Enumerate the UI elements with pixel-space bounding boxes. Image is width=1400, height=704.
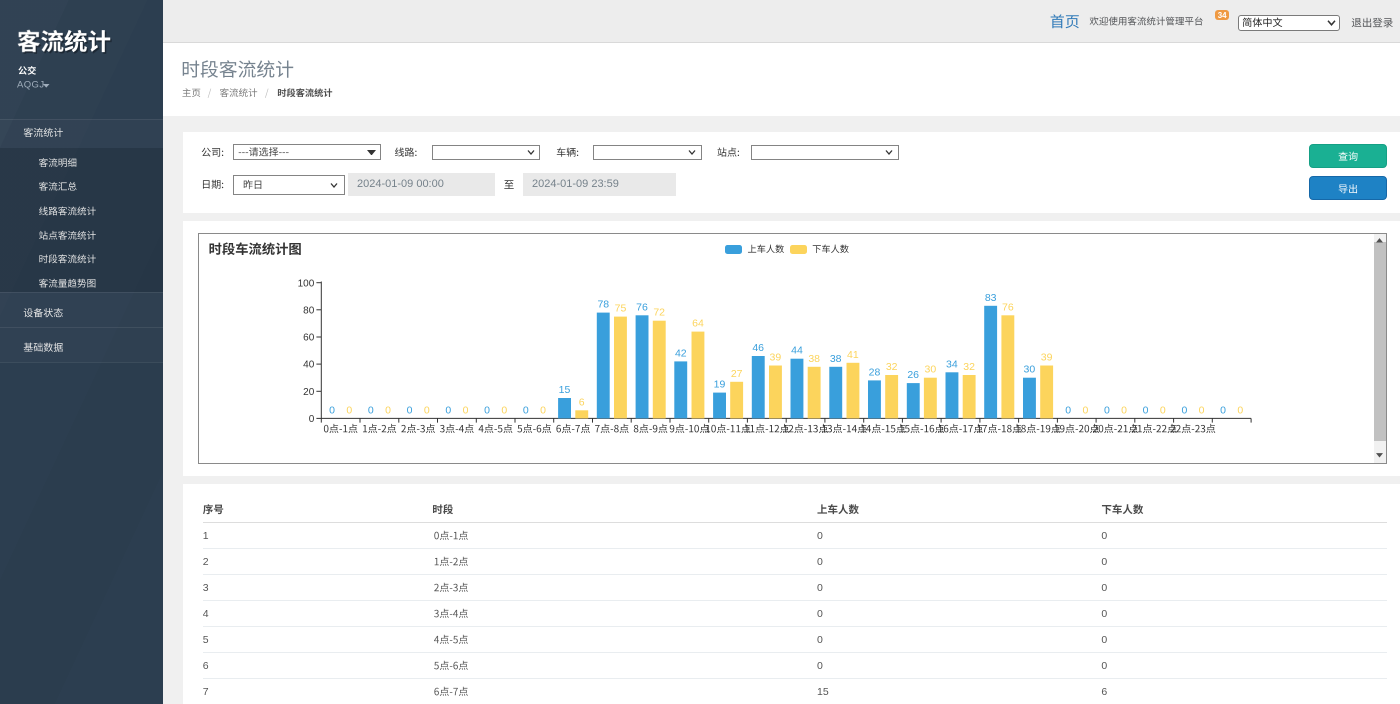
svg-text:0: 0 <box>346 404 352 416</box>
svg-text:0: 0 <box>1082 404 1088 416</box>
svg-text:28: 28 <box>869 366 881 378</box>
svg-text:0: 0 <box>463 404 469 416</box>
svg-text:2: 2 <box>203 556 209 568</box>
svg-text:0: 0 <box>817 608 823 620</box>
svg-text:38: 38 <box>830 353 842 365</box>
svg-text:32: 32 <box>963 361 975 373</box>
svg-text:0: 0 <box>1101 530 1107 542</box>
svg-text:30: 30 <box>925 364 937 376</box>
svg-text:0: 0 <box>1101 556 1107 568</box>
svg-text:0: 0 <box>407 404 413 416</box>
svg-text:60: 60 <box>303 333 315 344</box>
svg-text:0: 0 <box>445 404 451 416</box>
svg-text:0: 0 <box>1121 404 1127 416</box>
svg-text:0: 0 <box>309 414 315 425</box>
svg-text:0: 0 <box>385 404 391 416</box>
svg-text:34: 34 <box>1218 11 1227 20</box>
svg-text:0: 0 <box>1065 404 1071 416</box>
svg-text:0: 0 <box>1237 404 1243 416</box>
svg-text:0: 0 <box>1199 404 1205 416</box>
svg-text:100: 100 <box>298 278 315 289</box>
svg-text:0: 0 <box>540 404 546 416</box>
svg-text:0: 0 <box>329 404 335 416</box>
svg-text:38: 38 <box>808 353 820 365</box>
svg-text:0: 0 <box>817 556 823 568</box>
svg-text:27: 27 <box>731 368 743 380</box>
svg-text:40: 40 <box>303 360 315 371</box>
svg-text:30: 30 <box>1024 364 1036 376</box>
svg-text:0: 0 <box>1104 404 1110 416</box>
svg-text:75: 75 <box>615 303 627 315</box>
svg-text:0: 0 <box>1101 608 1107 620</box>
svg-text:76: 76 <box>1002 301 1014 313</box>
svg-text:0: 0 <box>1101 582 1107 594</box>
svg-text:42: 42 <box>675 347 687 359</box>
svg-text:26: 26 <box>907 369 919 381</box>
svg-text:15: 15 <box>559 384 571 396</box>
svg-text:44: 44 <box>791 345 803 357</box>
svg-text:39: 39 <box>770 352 782 364</box>
svg-text:0: 0 <box>817 530 823 542</box>
svg-text:AQGJ: AQGJ <box>17 79 44 90</box>
svg-text:83: 83 <box>985 292 997 304</box>
svg-text:0: 0 <box>523 404 529 416</box>
svg-text:0: 0 <box>1143 404 1149 416</box>
svg-text:0: 0 <box>501 404 507 416</box>
svg-text:20: 20 <box>303 387 315 398</box>
svg-text:6: 6 <box>579 396 585 408</box>
svg-text:34: 34 <box>946 358 958 370</box>
svg-text:0: 0 <box>817 660 823 672</box>
svg-text:0: 0 <box>817 634 823 646</box>
svg-text:0: 0 <box>424 404 430 416</box>
svg-text:46: 46 <box>752 342 764 354</box>
svg-text:0: 0 <box>368 404 374 416</box>
svg-text:3: 3 <box>203 582 209 594</box>
svg-text:78: 78 <box>597 299 609 311</box>
svg-text:6: 6 <box>203 660 209 672</box>
svg-text:0: 0 <box>1181 404 1187 416</box>
svg-text:0: 0 <box>484 404 490 416</box>
svg-text:4: 4 <box>203 608 209 620</box>
svg-text:76: 76 <box>636 301 648 313</box>
svg-text:64: 64 <box>692 318 704 330</box>
svg-text:0: 0 <box>1220 404 1226 416</box>
svg-text:80: 80 <box>303 305 315 316</box>
svg-text:32: 32 <box>886 361 898 373</box>
svg-text:0: 0 <box>817 582 823 594</box>
svg-text:0: 0 <box>1101 634 1107 646</box>
svg-text:6: 6 <box>1101 686 1107 698</box>
svg-text:1: 1 <box>203 530 209 542</box>
svg-text:5: 5 <box>203 634 209 646</box>
svg-text:15: 15 <box>817 686 829 698</box>
svg-text:0: 0 <box>1160 404 1166 416</box>
svg-text:72: 72 <box>653 307 665 319</box>
svg-text:41: 41 <box>847 349 859 361</box>
svg-text:19: 19 <box>714 379 726 391</box>
svg-text:39: 39 <box>1041 352 1053 364</box>
svg-text:0: 0 <box>1101 660 1107 672</box>
svg-text:7: 7 <box>203 686 209 698</box>
